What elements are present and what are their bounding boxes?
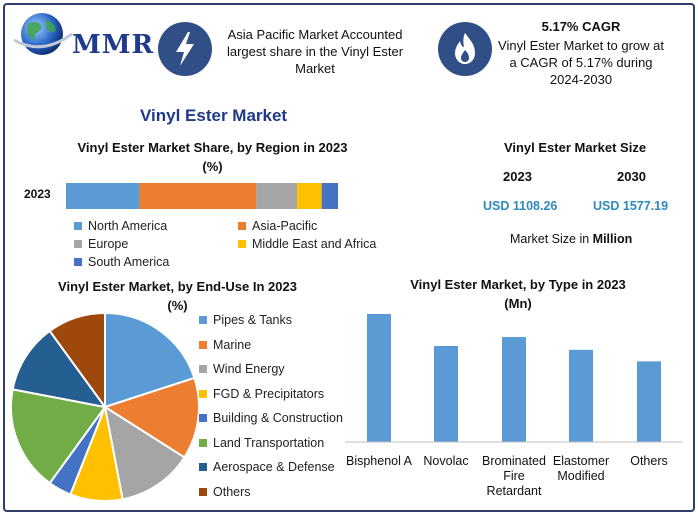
cagr-title: 5.17% CAGR [541, 19, 621, 34]
legend-label: Europe [88, 237, 129, 251]
end-use-legend-item-others: Others [199, 485, 251, 499]
legend-label: Asia-Pacific [252, 219, 318, 233]
flame-icon [455, 33, 475, 64]
type-chart-subtitle: (Mn) [504, 296, 532, 311]
type-tick-label-bisphenol-a: Bisphenol A [345, 454, 413, 468]
end-use-legend-item-marine: Marine [199, 338, 251, 352]
asia-pacific-statement: Asia Pacific Market Accounted largest sh… [226, 27, 404, 76]
main-title: Vinyl Ester Market [140, 106, 288, 125]
legend-swatch [74, 222, 82, 230]
type-bar-elastomer-modified [569, 349, 593, 442]
region-segment-asia-pacific [139, 183, 257, 209]
pie-slice-aerospace-defense [11, 329, 108, 409]
legend-label: North America [88, 219, 168, 233]
legend-swatch [74, 240, 82, 248]
end-use-chart-subtitle: (%) [167, 298, 188, 313]
region-legend-item-north-america: North America [74, 219, 167, 233]
pie-slice-others [48, 311, 106, 411]
legend-swatch [238, 240, 246, 248]
region-legend-item-south-america: South America [74, 255, 169, 269]
end-use-legend-item-building-construction: Building & Construction [199, 411, 343, 425]
legend-label: Building & Construction [213, 411, 343, 425]
region-legend-item-asia-pacific: Asia-Pacific [238, 219, 317, 233]
market-size-year-2030: 2030 [617, 169, 646, 184]
type-tick-label-others: Others [630, 454, 668, 468]
type-tick-label-brominated-fire-retardant: Brominated Fire Retardant [482, 454, 546, 498]
region-segment-europe [256, 183, 298, 209]
legend-label: Others [213, 484, 251, 499]
legend-label: Marine [213, 337, 252, 352]
end-use-legend-item-fgd-precipitators: FGD & Precipitators [199, 387, 324, 401]
type-bar-novolac [434, 346, 458, 442]
legend-label: Middle East and Africa [252, 237, 377, 251]
market-size-value-2030: USD 1577.19 [593, 199, 669, 213]
end-use-legend-item-land-transportation: Land Transportation [199, 436, 324, 450]
region-chart-subtitle: (%) [202, 159, 223, 174]
region-stacked-bar [66, 183, 338, 209]
region-segment-north-america [66, 183, 140, 209]
end-use-pie-chart [10, 311, 200, 502]
end-use-chart-title: Vinyl Ester Market, by End-Use In 2023 [58, 279, 297, 294]
market-size-unit-note: Market Size in Million [510, 232, 633, 246]
lightning-icon [176, 32, 194, 66]
pie-slice-wind-energy [103, 404, 186, 501]
legend-swatch [199, 389, 207, 398]
pie-slice-marine [102, 376, 200, 459]
market-size-year-2023: 2023 [503, 169, 532, 184]
flame-circle [438, 22, 492, 76]
type-bar-chart [345, 314, 683, 443]
type-tick-label-novolac: Novolac [423, 454, 469, 468]
legend-swatch [199, 438, 207, 447]
region-legend-item-middle-east-and-africa: Middle East and Africa [238, 237, 376, 251]
market-size-value-2023: USD 1108.26 [483, 199, 558, 213]
legend-swatch [199, 365, 207, 373]
pie-slice-pipes-tanks [104, 311, 196, 409]
legend-label: Aerospace & Defense [213, 460, 335, 474]
legend-label: South America [88, 255, 170, 269]
region-legend-item-europe: Europe [74, 237, 128, 251]
type-bar-others [637, 361, 661, 442]
type-bar-bisphenol-a [367, 314, 391, 442]
region-chart-title: Vinyl Ester Market Share, by Region in 2… [77, 140, 348, 155]
lightning-circle [158, 22, 212, 76]
end-use-legend-item-pipes-tanks: Pipes & Tanks [199, 313, 292, 327]
legend-label: Land Transportation [213, 435, 325, 450]
cagr-statement: Vinyl Ester Market to grow at a CAGR of … [498, 38, 664, 87]
legend-swatch [199, 414, 207, 422]
globe-logo-icon [13, 13, 73, 55]
legend-swatch [74, 258, 82, 266]
legend-label: FGD & Precipitators [213, 386, 325, 401]
region-segment-middle-east-and-africa [297, 183, 322, 209]
end-use-legend-item-aerospace-defense: Aerospace & Defense [199, 460, 335, 474]
type-chart-title: Vinyl Ester Market, by Type in 2023 [410, 277, 626, 292]
legend-swatch [199, 340, 207, 349]
region-segment-south-america [321, 183, 338, 209]
legend-swatch [238, 222, 246, 230]
logo-text: MMR [72, 30, 155, 60]
region-year-label: 2023 [24, 187, 51, 201]
pie-slice-land-transportation [10, 388, 107, 485]
legend-swatch [199, 316, 207, 324]
end-use-legend-item-wind-energy: Wind Energy [199, 362, 285, 376]
type-bar-brominated-fire-retardant [502, 337, 526, 442]
legend-swatch [199, 463, 207, 471]
legend-label: Wind Energy [213, 362, 285, 376]
market-size-title: Vinyl Ester Market Size [503, 140, 647, 155]
legend-label: Pipes & Tanks [213, 313, 292, 327]
type-tick-label-elastomer-modified: Elastomer Modified [552, 454, 610, 483]
legend-swatch [199, 487, 207, 496]
